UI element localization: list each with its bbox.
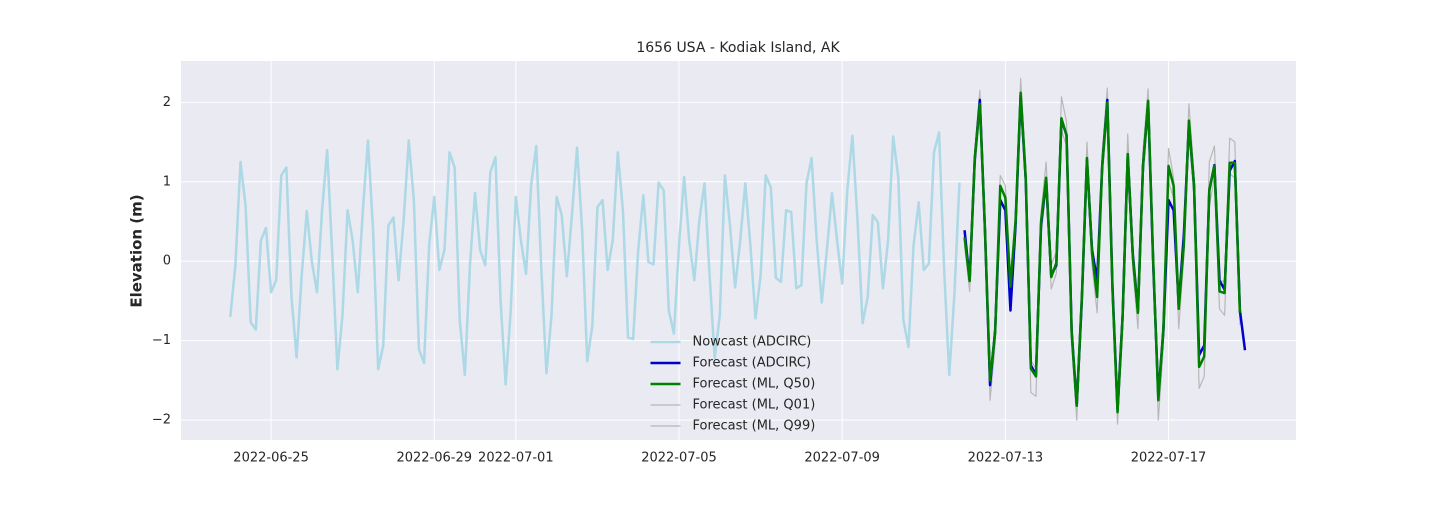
x-tick-label: 2022-07-17 xyxy=(1131,451,1207,466)
x-tick-label: 2022-07-01 xyxy=(478,451,554,466)
legend-label: Forecast (ML, Q50) xyxy=(693,377,816,392)
legend-label: Forecast (ML, Q99) xyxy=(693,419,816,434)
y-tick-label: 2 xyxy=(163,95,171,110)
y-tick-label: 0 xyxy=(163,254,171,269)
series-line xyxy=(963,91,1242,414)
series-line xyxy=(229,131,961,386)
y-tick-label: −2 xyxy=(152,413,171,428)
legend-label: Forecast (ADCIRC) xyxy=(693,356,812,371)
x-tick-label: 2022-07-05 xyxy=(641,451,717,466)
y-tick-label: −1 xyxy=(152,333,171,348)
y-tick-label: 1 xyxy=(163,174,171,189)
legend-label: Forecast (ML, Q01) xyxy=(693,398,816,413)
lines xyxy=(229,77,1247,425)
legend-label: Nowcast (ADCIRC) xyxy=(693,335,812,350)
x-tick-label: 2022-07-09 xyxy=(804,451,880,466)
y-axis-label: Elevation (m) xyxy=(128,194,146,307)
x-tick-label: 2022-06-29 xyxy=(396,451,472,466)
chart-title: 1656 USA - Kodiak Island, AK xyxy=(636,40,840,56)
x-tick-label: 2022-07-13 xyxy=(968,451,1044,466)
labels: −2 −1 0 1 2 2022-06-25 2022-06-29 2022-07-01 202… xyxy=(152,95,1206,466)
x-tick-label: 2022-06-25 xyxy=(233,451,309,466)
